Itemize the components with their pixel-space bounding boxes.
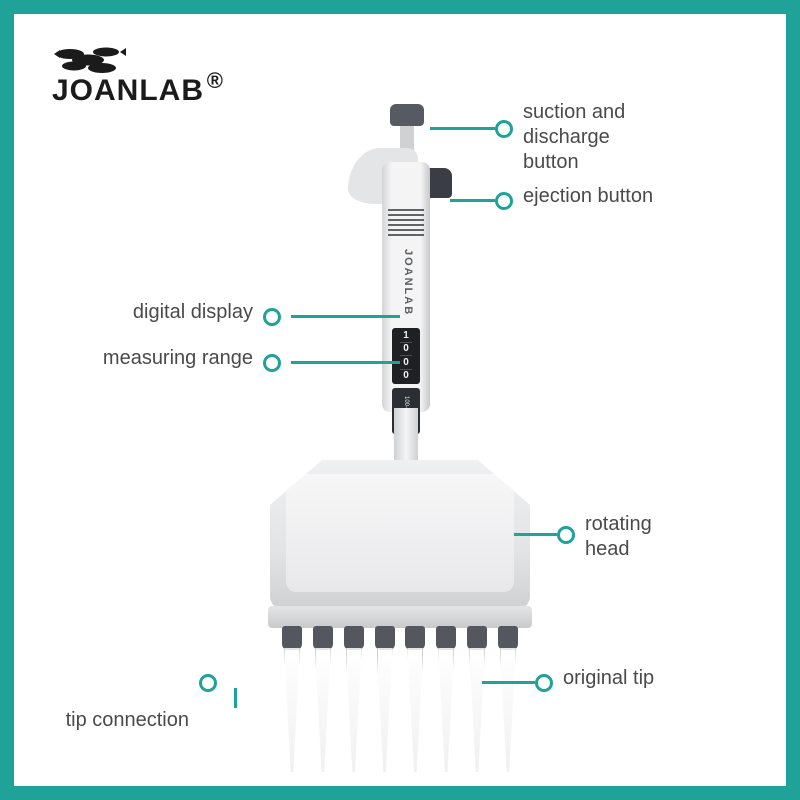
nozzle-row	[282, 626, 518, 650]
leader-line	[514, 533, 557, 536]
pipette-tip	[469, 648, 485, 772]
brand-name-text: JOANLAB	[52, 74, 204, 107]
display-digit: 0	[400, 343, 412, 356]
callout-label: original tip	[563, 666, 654, 691]
logo-fish-icon	[52, 42, 132, 78]
callout-rotating: rotating head	[557, 512, 652, 562]
callout-label: rotating head	[585, 512, 652, 562]
pipette-device: JOANLAB 1 0 0 0 100-1000µl	[270, 104, 530, 774]
nozzle	[313, 626, 333, 650]
callout-ring-icon	[495, 192, 513, 210]
pipette-body: JOANLAB 1 0 0 0 100-1000µl	[382, 162, 430, 412]
plunger-button	[390, 104, 424, 126]
leader-line	[450, 199, 495, 202]
callout-ring-icon	[263, 354, 281, 372]
callout-ring-icon	[495, 120, 513, 138]
nozzle	[405, 626, 425, 650]
infographic-frame: JOANLAB ® JOANLAB 1 0 0 0 100-1000µl suc…	[0, 0, 800, 800]
display-digit: 0	[400, 370, 412, 382]
pipette-tip	[438, 648, 454, 772]
callout-label: ejection button	[523, 184, 653, 209]
brand-name: JOANLAB ®	[52, 74, 204, 108]
callout-display: digital display	[133, 300, 281, 326]
nozzle	[375, 626, 395, 650]
nozzle	[467, 626, 487, 650]
head-base	[268, 606, 532, 628]
brand-logo: JOANLAB ®	[52, 42, 204, 108]
nozzle	[436, 626, 456, 650]
pipette-tip	[500, 648, 516, 772]
leader-line	[291, 361, 400, 364]
callout-label: tip connection	[66, 708, 189, 733]
display-digit: 0	[400, 357, 412, 370]
digital-display: 1 0 0 0	[392, 328, 420, 384]
leader-line	[430, 127, 495, 130]
callout-label: suction and discharge button	[523, 100, 625, 175]
nozzle	[344, 626, 364, 650]
display-digit: 1	[400, 330, 412, 343]
callout-ring-icon	[535, 674, 553, 692]
callout-ring-icon	[263, 308, 281, 326]
pipette-tip	[284, 648, 300, 772]
leader-line	[291, 315, 400, 318]
nozzle	[282, 626, 302, 650]
tip-row	[284, 648, 516, 772]
pipette-tip	[346, 648, 362, 772]
body-brand-label: JOANLAB	[398, 244, 414, 322]
pipette-tip	[407, 648, 423, 772]
callout-label: measuring range	[103, 346, 253, 371]
body-grille	[388, 208, 424, 236]
callout-origtip: original tip	[535, 666, 654, 692]
pipette-tip	[377, 648, 393, 772]
callout-range: measuring range	[103, 346, 281, 372]
leader-line	[234, 688, 237, 708]
registered-icon: ®	[207, 68, 224, 94]
callout-label: digital display	[133, 300, 253, 325]
callout-ring-icon	[199, 674, 217, 692]
pipette-tip	[315, 648, 331, 772]
rotating-head	[270, 460, 530, 610]
callout-tipconn: tip connection	[66, 708, 217, 733]
callout-ring-icon	[557, 526, 575, 544]
leader-line	[482, 681, 535, 684]
nozzle	[498, 626, 518, 650]
